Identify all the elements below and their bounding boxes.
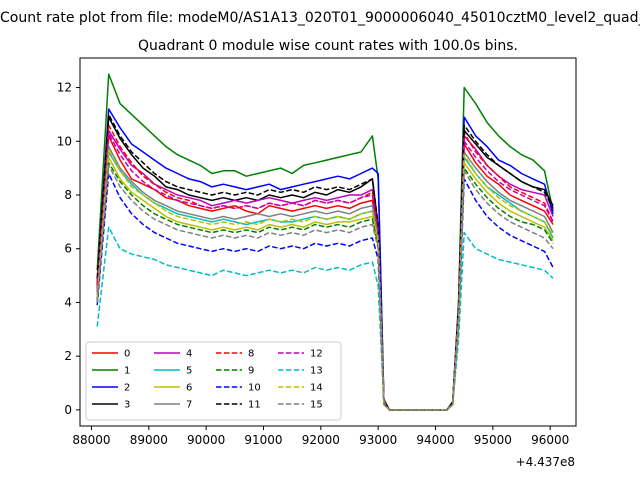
y-tick-label: 12 [57,81,72,95]
legend-label-15: 15 [310,400,323,411]
x-tick-label: 93000 [359,433,397,447]
legend-label-1: 1 [124,366,130,377]
x-tick-label: 89000 [130,433,168,447]
x-tick-label: 91000 [244,433,282,447]
y-tick-label: 4 [64,295,72,309]
legend-frame [85,341,342,421]
series-line-11 [96,113,554,411]
series-layer [96,73,554,411]
axes-frame [79,57,577,427]
legend-label-2: 2 [124,383,130,394]
y-tick-label: 0 [64,403,72,417]
series-line-13 [96,226,554,411]
x-tick-label: 90000 [187,433,225,447]
series-line-3 [96,116,554,411]
legend-label-12: 12 [310,349,323,360]
series-line-6 [96,156,554,411]
legend-label-4: 4 [186,349,192,360]
y-tick-label: 2 [64,349,72,363]
x-tick-label: 94000 [416,433,454,447]
legend-label-13: 13 [310,366,323,377]
legend-label-14: 14 [310,383,323,394]
axis-ticks: 88000 89000 90000 91000 92000 93000 94000 95000… [57,81,570,447]
y-tick-label: 8 [64,188,72,202]
legend-label-8: 8 [248,349,254,360]
legend-label-10: 10 [248,383,261,394]
series-line-2 [96,108,554,411]
series-line-10 [96,172,554,411]
legend-label-3: 3 [124,400,130,411]
x-tick-label: 92000 [302,433,340,447]
series-line-14 [96,148,554,411]
legend-label-5: 5 [186,366,192,377]
x-tick-label: 88000 [72,433,110,447]
series-line-7 [96,145,554,411]
series-line-4 [96,129,554,411]
series-line-0 [96,135,554,411]
series-line-9 [96,162,554,411]
chart-title: Quadrant 0 module wise count rates with … [138,38,518,54]
y-tick-label: 6 [64,242,72,256]
x-tick-label: 96000 [531,433,569,447]
legend-label-0: 0 [124,349,130,360]
figure-suptitle: Count rate plot from file: modeM0/AS1A13… [0,10,640,26]
x-tick-label: 95000 [474,433,512,447]
series-line-1 [96,73,554,411]
legend-label-9: 9 [248,366,254,377]
y-tick-label: 10 [57,134,72,148]
legend-label-11: 11 [248,400,261,411]
legend-label-6: 6 [186,383,192,394]
legend-label-7: 7 [186,400,192,411]
series-line-12 [96,132,554,411]
x-offset-label: +4.437e8 [516,455,575,469]
series-line-15 [96,164,554,411]
